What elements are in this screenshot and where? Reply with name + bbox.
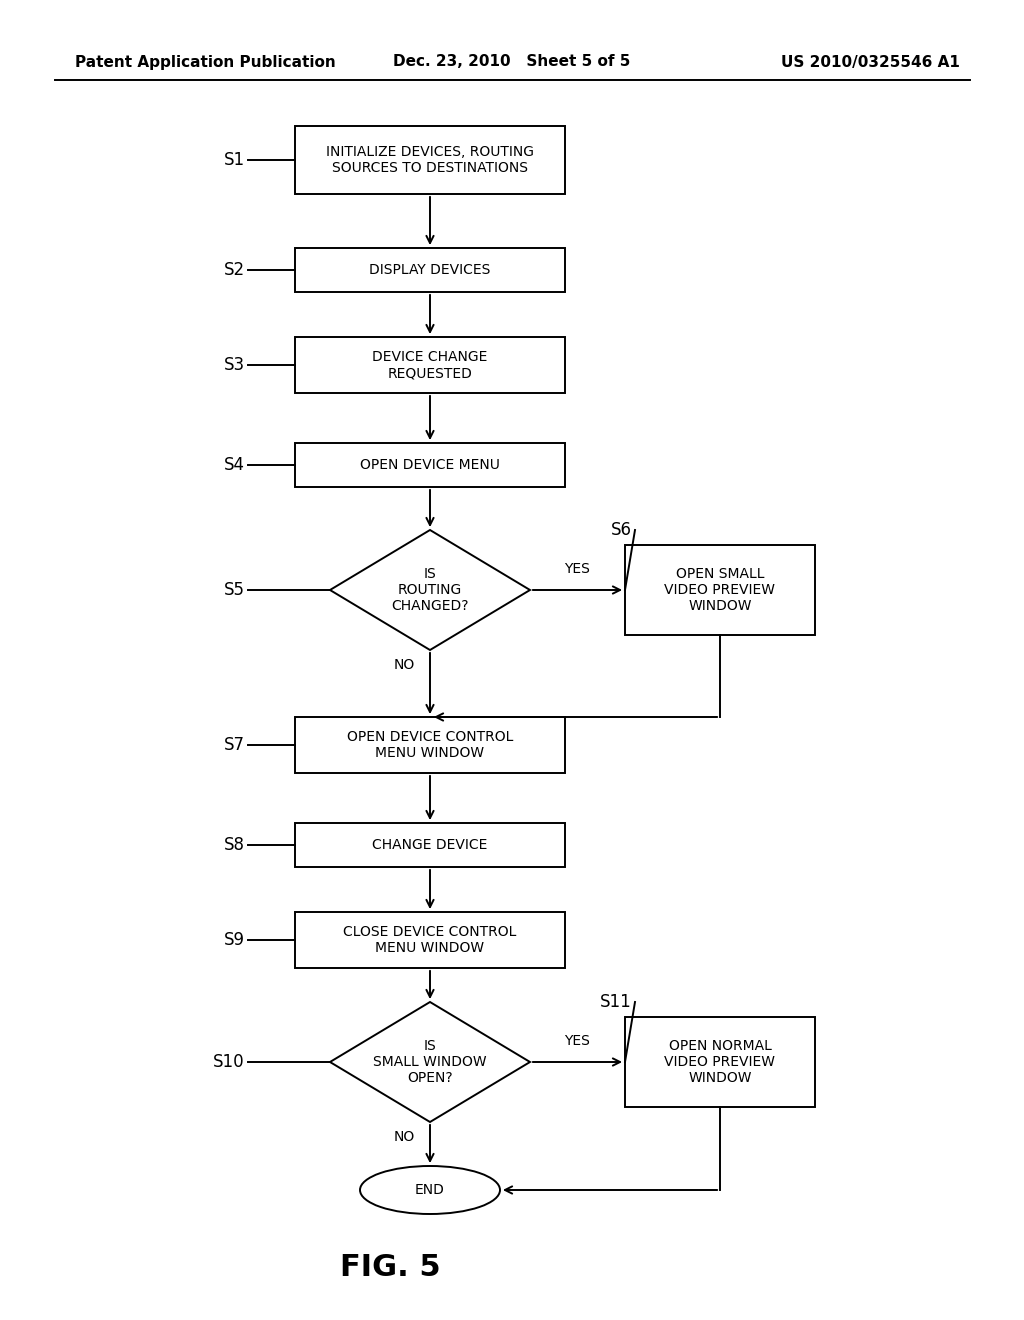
Bar	[625, 1016, 815, 1107]
Text: S2: S2	[224, 261, 245, 279]
Text: NO: NO	[394, 657, 415, 672]
Text: OPEN SMALL
VIDEO PREVIEW
WINDOW: OPEN SMALL VIDEO PREVIEW WINDOW	[665, 566, 775, 614]
Text: OPEN NORMAL
VIDEO PREVIEW
WINDOW: OPEN NORMAL VIDEO PREVIEW WINDOW	[665, 1039, 775, 1085]
Text: S4: S4	[224, 455, 245, 474]
Bar	[295, 912, 565, 968]
Bar	[295, 125, 565, 194]
Bar	[295, 822, 565, 867]
Text: S9: S9	[224, 931, 245, 949]
Text: Patent Application Publication: Patent Application Publication	[75, 54, 336, 70]
Text: IS
ROUTING
CHANGED?: IS ROUTING CHANGED?	[391, 566, 469, 614]
Text: S6: S6	[611, 521, 632, 539]
Bar	[295, 444, 565, 487]
Text: CHANGE DEVICE: CHANGE DEVICE	[373, 838, 487, 851]
Text: YES: YES	[564, 1034, 591, 1048]
Bar	[295, 248, 565, 292]
Text: OPEN DEVICE MENU: OPEN DEVICE MENU	[360, 458, 500, 473]
Text: DISPLAY DEVICES: DISPLAY DEVICES	[370, 263, 490, 277]
Text: S7: S7	[224, 737, 245, 754]
Text: S3: S3	[224, 356, 245, 374]
Text: S10: S10	[213, 1053, 245, 1071]
Text: S5: S5	[224, 581, 245, 599]
Text: CLOSE DEVICE CONTROL
MENU WINDOW: CLOSE DEVICE CONTROL MENU WINDOW	[343, 925, 517, 956]
Text: OPEN DEVICE CONTROL
MENU WINDOW: OPEN DEVICE CONTROL MENU WINDOW	[347, 730, 513, 760]
Text: END: END	[415, 1183, 445, 1197]
Bar	[295, 337, 565, 393]
Text: FIG. 5: FIG. 5	[340, 1254, 440, 1283]
Text: YES: YES	[564, 562, 591, 576]
Text: DEVICE CHANGE
REQUESTED: DEVICE CHANGE REQUESTED	[373, 350, 487, 380]
Text: US 2010/0325546 A1: US 2010/0325546 A1	[781, 54, 961, 70]
Text: S1: S1	[224, 150, 245, 169]
Bar	[295, 717, 565, 774]
Bar	[625, 545, 815, 635]
Polygon shape	[330, 1002, 530, 1122]
Text: INITIALIZE DEVICES, ROUTING
SOURCES TO DESTINATIONS: INITIALIZE DEVICES, ROUTING SOURCES TO D…	[326, 145, 534, 176]
Ellipse shape	[360, 1166, 500, 1214]
Text: NO: NO	[394, 1130, 415, 1144]
Text: S11: S11	[600, 993, 632, 1011]
Text: S8: S8	[224, 836, 245, 854]
Text: Dec. 23, 2010   Sheet 5 of 5: Dec. 23, 2010 Sheet 5 of 5	[393, 54, 631, 70]
Polygon shape	[330, 531, 530, 649]
Text: IS
SMALL WINDOW
OPEN?: IS SMALL WINDOW OPEN?	[373, 1039, 486, 1085]
